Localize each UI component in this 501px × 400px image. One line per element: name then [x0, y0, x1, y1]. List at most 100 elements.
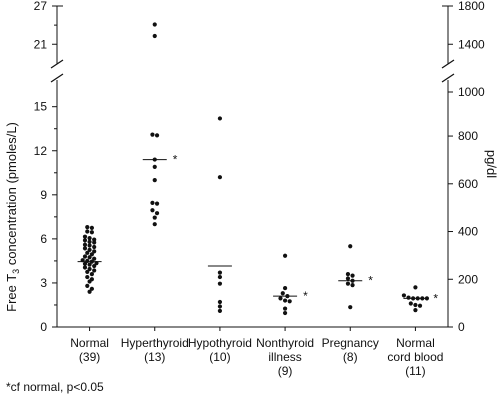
category-group: * [338, 244, 373, 310]
significance-marker: * [368, 274, 373, 288]
data-point [87, 236, 92, 241]
category-label: Hyperthyroid [121, 336, 189, 350]
left-tick-label: 0 [40, 320, 47, 334]
data-point [85, 250, 90, 255]
left-axis-break-mark [50, 59, 64, 69]
data-point [89, 252, 94, 257]
data-point [89, 230, 94, 235]
data-point [350, 283, 355, 288]
right-tick-label: 1800 [458, 0, 485, 13]
data-point [217, 175, 223, 180]
category-label: (13) [144, 350, 165, 364]
left-axis-break-mark [50, 73, 64, 83]
right-axis-break-mark [441, 73, 455, 83]
chart-labels: 0 3 6 9 12 15 21 27 0 200 400 600 800 1000 1400 1800 Fre… [4, 0, 499, 378]
category-label: Pregnancy [322, 336, 379, 350]
category-label: (9) [278, 364, 293, 378]
data-point [282, 298, 288, 303]
data-point [85, 283, 90, 288]
data-point [82, 246, 88, 251]
data-point [89, 286, 94, 291]
data-point [154, 211, 160, 216]
data-point [89, 225, 94, 230]
left-tick-label: 9 [40, 188, 47, 202]
data-point [85, 229, 90, 234]
data-point [82, 242, 88, 247]
category-group: * [401, 285, 438, 313]
data-point [280, 291, 285, 296]
left-tick-label: 21 [34, 37, 48, 51]
category-label: (8) [343, 350, 358, 364]
data-point [152, 33, 157, 39]
data-point [150, 132, 155, 137]
data-point [82, 265, 88, 270]
data-point [408, 301, 413, 306]
left-tick-label: 15 [34, 100, 48, 114]
category-group [77, 225, 102, 294]
data-point [92, 237, 97, 242]
data-point [348, 305, 353, 310]
data-point [217, 299, 223, 305]
data-point [282, 310, 288, 316]
data-point [217, 308, 223, 313]
data-point [217, 270, 223, 275]
data-point [345, 281, 351, 286]
data-point [152, 178, 157, 183]
category-label: cord blood [387, 350, 443, 364]
data-point [82, 238, 88, 243]
chart-marks: * * * * [77, 22, 438, 316]
data-point [87, 279, 92, 284]
data-point [287, 299, 292, 304]
category-group: * [142, 22, 178, 227]
data-point [87, 239, 92, 244]
data-point [217, 274, 223, 280]
data-point [85, 274, 90, 280]
data-point [154, 133, 160, 138]
right-tick-label: 1400 [458, 37, 485, 51]
data-point [152, 222, 157, 227]
data-point [92, 240, 97, 245]
data-point [87, 289, 92, 294]
footnote: *cf normal, p<0.05 [6, 380, 104, 394]
category-label: illness [268, 350, 301, 364]
data-point [92, 263, 97, 269]
data-point [150, 200, 155, 205]
data-point [87, 243, 92, 248]
data-point [154, 201, 160, 206]
data-point [82, 234, 88, 239]
data-point [406, 295, 411, 300]
left-tick-label: 6 [40, 232, 47, 246]
category-label: (39) [79, 350, 100, 364]
category-label: Nonthyroid [256, 336, 314, 350]
data-point [282, 253, 288, 258]
category-label: Hypothyroid [188, 336, 252, 350]
data-point [92, 244, 97, 250]
data-point [82, 254, 88, 259]
data-point [92, 249, 97, 254]
category-label: Normal [396, 336, 435, 350]
data-point [85, 225, 90, 230]
data-point [152, 22, 157, 27]
data-point [413, 308, 418, 313]
data-point [417, 303, 423, 308]
data-point [345, 272, 351, 277]
data-point [413, 285, 418, 290]
data-point [217, 281, 223, 286]
right-tick-label: 600 [458, 177, 478, 191]
data-point [350, 273, 355, 278]
data-point [87, 266, 92, 272]
data-point [92, 256, 97, 261]
data-point [345, 276, 351, 281]
data-point [87, 255, 92, 260]
data-point [87, 262, 92, 267]
right-axis-break-mark [441, 59, 455, 69]
data-point [87, 247, 92, 252]
data-point [152, 215, 157, 220]
left-tick-label: 27 [34, 0, 48, 13]
category-group [207, 116, 232, 313]
right-tick-label: 0 [458, 320, 465, 334]
data-point [348, 244, 353, 249]
data-point [217, 304, 223, 309]
data-point [278, 296, 283, 301]
